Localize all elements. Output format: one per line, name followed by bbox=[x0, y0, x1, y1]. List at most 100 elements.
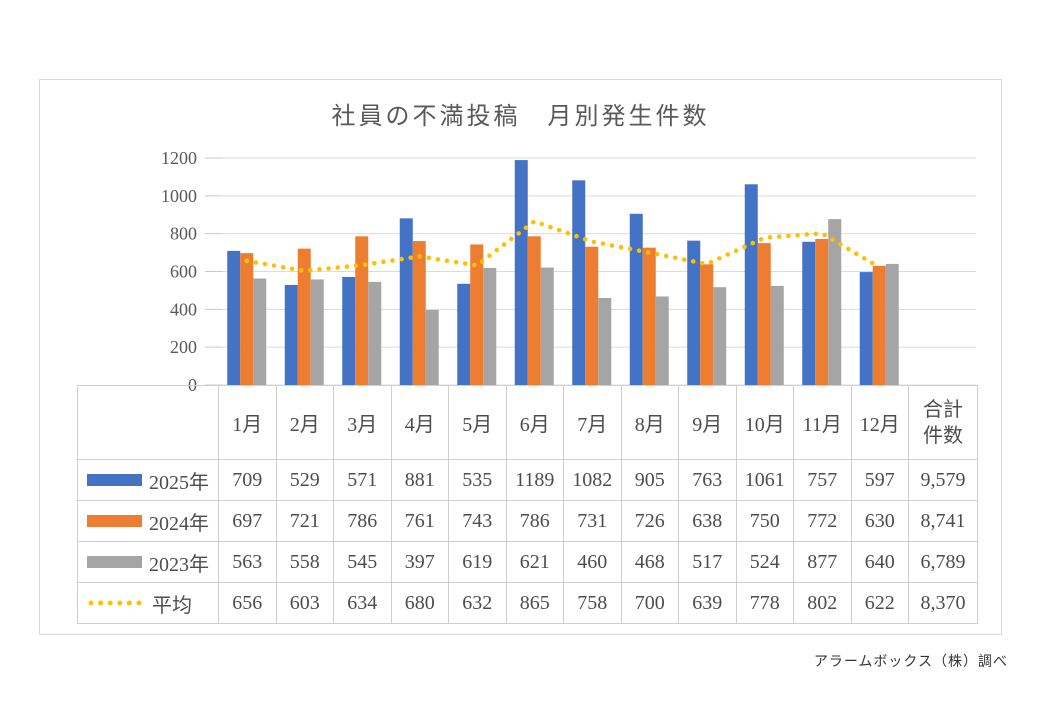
y-axis-label: 800 bbox=[170, 224, 197, 244]
bar-series-2025年 bbox=[227, 160, 873, 385]
legend-dotted-line-swatch bbox=[88, 600, 144, 606]
value-cell: 524 bbox=[735, 541, 794, 583]
y-axis-label: 1000 bbox=[161, 186, 197, 206]
legend-cell: 平均 bbox=[77, 582, 219, 624]
value-cell: 865 bbox=[505, 582, 564, 624]
value-cell: 750 bbox=[735, 500, 794, 542]
bar bbox=[342, 276, 356, 385]
value-cell: 743 bbox=[448, 500, 507, 542]
value-cell: 802 bbox=[793, 582, 852, 624]
value-cell: 1082 bbox=[563, 459, 622, 501]
month-header-cell: 8月 bbox=[620, 385, 679, 460]
bar-series-2024年 bbox=[240, 236, 886, 386]
corner-cell bbox=[77, 385, 219, 460]
bar bbox=[713, 287, 727, 385]
value-cell: 700 bbox=[620, 582, 679, 624]
bar bbox=[240, 253, 254, 385]
bar bbox=[885, 263, 899, 385]
bar bbox=[368, 281, 382, 385]
value-cell: 731 bbox=[563, 500, 622, 542]
bar bbox=[859, 272, 873, 385]
month-header-cell: 11月 bbox=[793, 385, 852, 460]
y-axis-label: 400 bbox=[170, 299, 197, 319]
bar bbox=[770, 285, 784, 385]
y-axis-label: 200 bbox=[170, 337, 197, 357]
value-cell: 757 bbox=[793, 459, 852, 501]
value-cell: 697 bbox=[218, 500, 277, 542]
total-cell: 6,789 bbox=[908, 541, 978, 583]
legend-cell: 2025年 bbox=[77, 459, 219, 501]
bar bbox=[297, 248, 311, 385]
y-axis-label: 1200 bbox=[161, 148, 197, 168]
legend-bar-swatch bbox=[87, 556, 142, 568]
month-header-cell: 5月 bbox=[448, 385, 507, 460]
value-cell: 630 bbox=[850, 500, 909, 542]
bar bbox=[483, 267, 497, 385]
bar bbox=[457, 283, 471, 385]
source-note: アラームボックス（株）調べ bbox=[813, 653, 1008, 669]
month-header-cell: 12月 bbox=[850, 385, 909, 460]
legend-bar-swatch bbox=[87, 474, 142, 486]
value-cell: 778 bbox=[735, 582, 794, 624]
value-cell: 656 bbox=[218, 582, 277, 624]
bar bbox=[828, 219, 842, 385]
total-cell: 8,370 bbox=[908, 582, 978, 624]
bar bbox=[310, 279, 324, 385]
value-cell: 634 bbox=[333, 582, 392, 624]
legend-bar-swatch bbox=[87, 515, 142, 527]
bar bbox=[872, 265, 886, 385]
value-cell: 786 bbox=[333, 500, 392, 542]
value-cell: 632 bbox=[448, 582, 507, 624]
value-cell: 529 bbox=[275, 459, 334, 501]
bar bbox=[284, 284, 298, 385]
value-cell: 638 bbox=[678, 500, 737, 542]
bar bbox=[253, 278, 267, 385]
value-cell: 639 bbox=[678, 582, 737, 624]
value-cell: 545 bbox=[333, 541, 392, 583]
month-header-cell: 9月 bbox=[678, 385, 737, 460]
value-cell: 763 bbox=[678, 459, 737, 501]
value-cell: 1061 bbox=[735, 459, 794, 501]
y-axis-label: 600 bbox=[170, 262, 197, 282]
value-cell: 758 bbox=[563, 582, 622, 624]
value-cell: 721 bbox=[275, 500, 334, 542]
bar bbox=[227, 250, 241, 385]
total-header-cell: 合計 件数 bbox=[908, 385, 978, 460]
month-header-cell: 4月 bbox=[390, 385, 449, 460]
bar bbox=[540, 267, 554, 385]
value-cell: 397 bbox=[390, 541, 449, 583]
value-cell: 877 bbox=[793, 541, 852, 583]
bar bbox=[802, 241, 816, 385]
value-cell: 1189 bbox=[505, 459, 564, 501]
total-cell: 8,741 bbox=[908, 500, 978, 542]
total-cell: 9,579 bbox=[908, 459, 978, 501]
bar bbox=[425, 309, 439, 385]
bar bbox=[514, 160, 528, 385]
chart-title: 社員の不満投稿 月別発生件数 bbox=[331, 104, 710, 130]
bar bbox=[757, 243, 771, 386]
series-row: 2025年 709 529 571 881 535 1189 1082 905 763 1061 75… bbox=[77, 459, 978, 501]
legend-cell: 2023年 bbox=[77, 541, 219, 583]
series-row: 2023年 563 558 545 397 619 621 460 468 517 524 877 64… bbox=[77, 541, 978, 583]
month-header-cell: 10月 bbox=[735, 385, 794, 460]
legend-label: 平均 bbox=[152, 594, 192, 617]
bar bbox=[598, 297, 612, 385]
value-cell: 786 bbox=[505, 500, 564, 542]
value-cell: 622 bbox=[850, 582, 909, 624]
average-dotted-line bbox=[244, 219, 882, 274]
legend-label: 2023年 bbox=[149, 553, 209, 576]
value-cell: 709 bbox=[218, 459, 277, 501]
month-header-cell: 7月 bbox=[563, 385, 622, 460]
bar bbox=[655, 296, 669, 385]
bar bbox=[687, 240, 701, 385]
value-cell: 761 bbox=[390, 500, 449, 542]
value-cell: 640 bbox=[850, 541, 909, 583]
value-cell: 597 bbox=[850, 459, 909, 501]
value-cell: 563 bbox=[218, 541, 277, 583]
bar bbox=[527, 236, 541, 385]
legend-label: 2025年 bbox=[149, 471, 209, 494]
value-cell: 535 bbox=[448, 459, 507, 501]
month-header-cell: 3月 bbox=[333, 385, 392, 460]
bar bbox=[629, 213, 643, 385]
